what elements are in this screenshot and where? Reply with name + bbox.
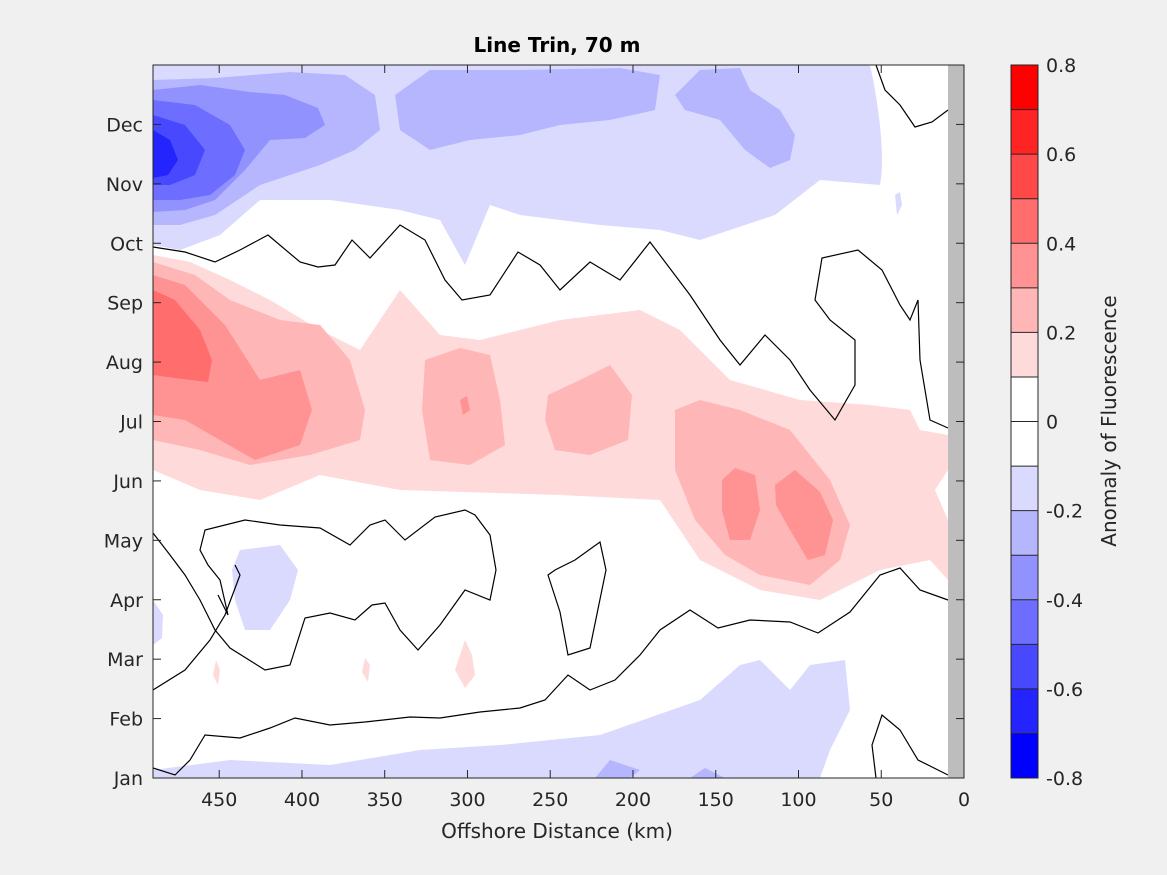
- x-tick-label: 50: [869, 789, 893, 811]
- positive-band-level4: [153, 290, 212, 382]
- x-axis: 450 400 350 300 250 200 150 100 50 0: [201, 65, 970, 811]
- negative-region-mar-edge: [153, 600, 163, 645]
- colorbar-swatch: [1011, 287, 1038, 333]
- x-axis-label: Offshore Distance (km): [441, 819, 673, 843]
- positive-patch-230: [545, 365, 632, 455]
- negative-region-bottom-dark: [595, 760, 640, 778]
- positive-speck-mar-2: [362, 658, 370, 682]
- colorbar-swatch: [1011, 376, 1038, 422]
- negative-region-top-level2c: [675, 68, 795, 168]
- y-tick-label: Aug: [106, 352, 143, 374]
- negative-region-apr: [232, 545, 298, 630]
- colorbar-swatch: [1011, 109, 1038, 155]
- zero-contour-jan: [871, 713, 949, 778]
- colorbar-tick-label: -0.6: [1046, 679, 1083, 701]
- colorbar-swatch: [1011, 198, 1038, 244]
- negative-region-bottom: [153, 660, 850, 778]
- colorbar-tick-label: -0.8: [1046, 768, 1083, 790]
- x-tick-label: 100: [780, 789, 816, 811]
- y-tick-label: Apr: [110, 590, 143, 612]
- colorbar: 0.8 0.6 0.4 0.2 0 -0.2 -0.4 -0.6 -0.8: [1010, 55, 1083, 790]
- colorbar-swatch: [1011, 644, 1038, 689]
- y-tick-label: Sep: [107, 293, 143, 315]
- positive-patch-140: [722, 468, 760, 540]
- x-tick-label: 250: [532, 789, 568, 811]
- colorbar-swatch: [1011, 243, 1038, 288]
- colorbar-swatch: [1011, 154, 1038, 199]
- x-tick-label: 150: [698, 789, 734, 811]
- y-tick-label: Oct: [110, 233, 143, 255]
- x-tick-label: 450: [201, 789, 237, 811]
- x-tick-label: 400: [284, 789, 320, 811]
- colorbar-swatch: [1011, 65, 1038, 110]
- zero-contour-oct: [153, 224, 949, 429]
- x-tick-label: 350: [367, 789, 403, 811]
- negative-region-top-level2b: [395, 68, 660, 150]
- y-tick-label: May: [104, 530, 143, 552]
- positive-speck-mar-1: [213, 660, 220, 685]
- y-tick-label: Mar: [107, 649, 143, 671]
- positive-anomaly-regions: [153, 255, 948, 688]
- x-tick-label: 200: [615, 789, 651, 811]
- negative-region-nov-speck: [895, 192, 902, 215]
- colorbar-label: Anomaly of Fluorescence: [1097, 295, 1121, 546]
- plot-area: [153, 65, 964, 778]
- positive-band-level3: [153, 275, 312, 460]
- colorbar-tick-label: 0.8: [1046, 55, 1076, 77]
- colorbar-tick-label: 0.4: [1046, 233, 1076, 255]
- y-tick-label: Feb: [109, 709, 143, 731]
- colorbar-tick-label: 0.2: [1046, 322, 1076, 344]
- colorbar-swatch: [1011, 466, 1038, 511]
- zero-contours: [153, 65, 949, 778]
- colorbar-tick-label: -0.4: [1046, 590, 1083, 612]
- negative-region-top-core: [153, 130, 178, 178]
- colorbar-swatch: [1011, 421, 1038, 467]
- positive-speck-mar-3: [455, 640, 475, 688]
- y-axis: Jan Feb Mar Apr May Jun Jul Aug Sep Oct Nov Dec: [104, 114, 964, 790]
- colorbar-tick-label: 0.6: [1046, 144, 1076, 166]
- zero-contour-230: [547, 540, 607, 656]
- colorbar-tick-label: 0: [1046, 412, 1058, 434]
- y-tick-label: Dec: [106, 114, 143, 136]
- zero-contour-may: [153, 509, 497, 671]
- y-tick-label: Nov: [106, 174, 143, 196]
- colorbar-frame: [1010, 64, 1039, 779]
- colorbar-swatch: [1011, 332, 1038, 377]
- zero-contour-apr-mid: [153, 564, 241, 691]
- y-tick-label: Jul: [119, 412, 143, 434]
- y-tick-label: Jun: [112, 471, 143, 493]
- x-tick-label: 0: [958, 789, 970, 811]
- colorbar-swatch: [1011, 599, 1038, 645]
- colorbar-swatch: [1011, 733, 1038, 778]
- negative-region-bottom-dark2: [690, 768, 725, 778]
- positive-patch-300-core: [460, 396, 470, 415]
- colorbar-tick-label: -0.2: [1046, 501, 1083, 523]
- zero-contour-top-right: [875, 65, 949, 128]
- negative-anomaly-regions: [153, 65, 902, 778]
- chart-title: Line Trin, 70 m: [474, 33, 641, 57]
- colorbar-swatch: [1011, 688, 1038, 734]
- positive-patch-100: [775, 470, 833, 560]
- zero-contour-feb: [153, 567, 949, 776]
- colorbar-swatch: [1011, 555, 1038, 600]
- y-tick-label: Jan: [113, 768, 143, 790]
- x-tick-label: 300: [449, 789, 485, 811]
- colorbar-swatch: [1011, 510, 1038, 556]
